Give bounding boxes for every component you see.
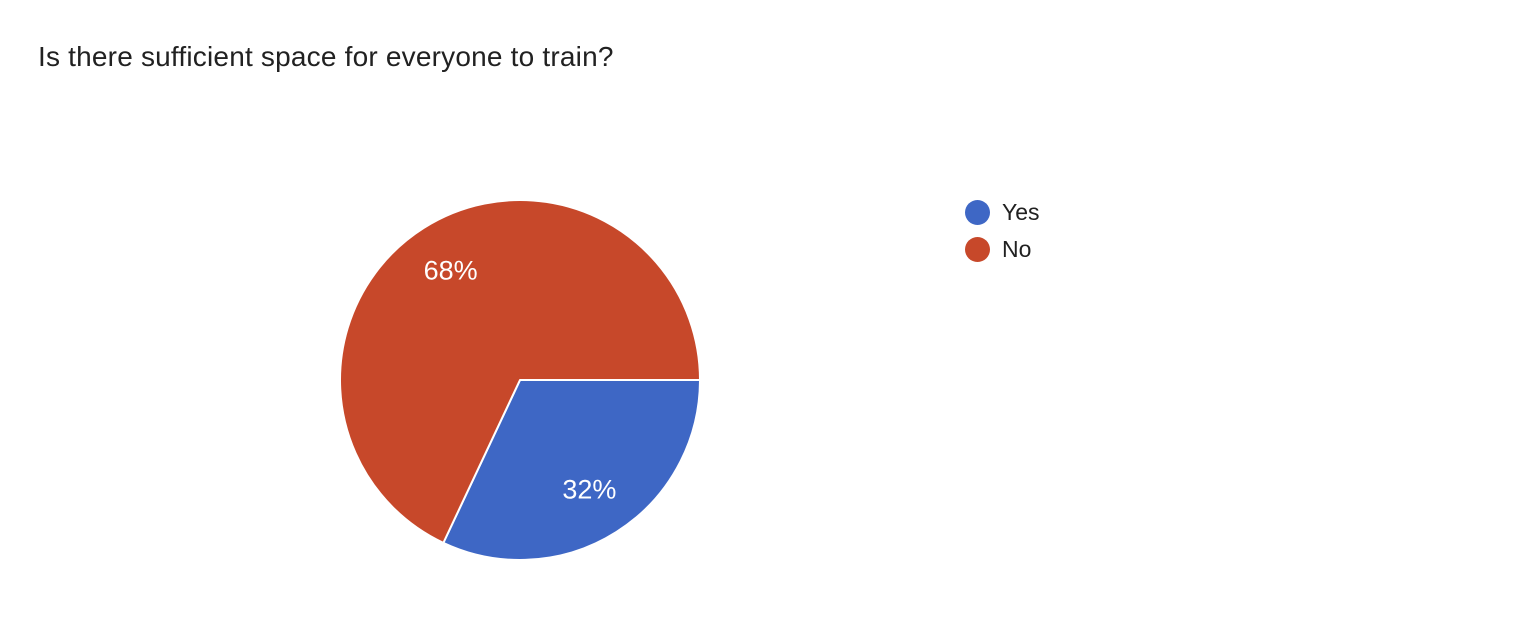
question-title: Is there sufficient space for everyone t… [38, 41, 614, 72]
legend-swatch-icon [965, 200, 990, 225]
pie-slice-yes[interactable] [442, 379, 701, 561]
legend-item-yes: Yes [965, 200, 1040, 225]
pie-slice-label: 68% [424, 256, 478, 286]
legend-item-label: Yes [1002, 199, 1040, 225]
pie-slice-label: 32% [562, 474, 616, 504]
legend-item-label: No [1002, 236, 1032, 262]
legend-swatch-icon [965, 237, 990, 262]
legend-item-no: No [965, 237, 1040, 262]
chart-legend: Yes No [965, 200, 1040, 274]
pie-slice-no[interactable] [339, 199, 701, 544]
pie-chart: 32% 68% [339, 199, 701, 561]
